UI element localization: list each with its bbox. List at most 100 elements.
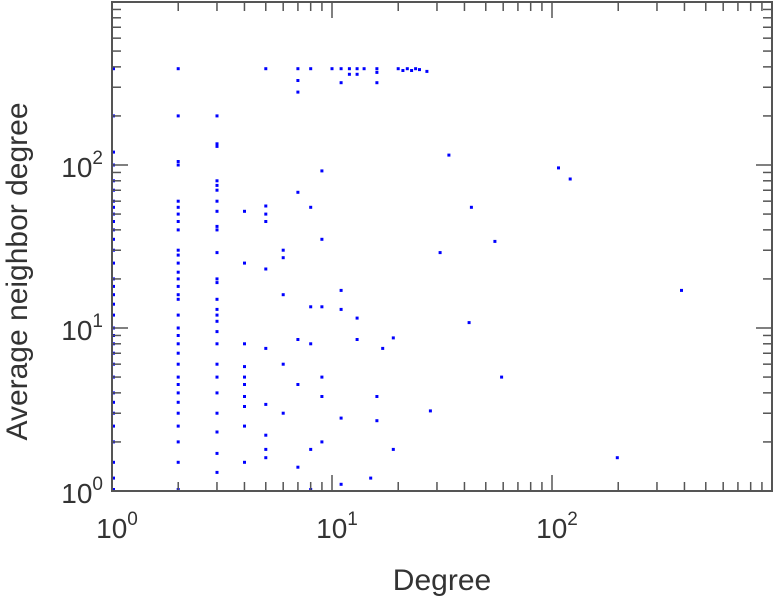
y-axis-ticks (112, 8, 772, 443)
data-point (112, 476, 115, 480)
data-point (381, 346, 385, 350)
data-point (264, 267, 268, 271)
data-point (418, 68, 421, 72)
data-point (339, 288, 343, 292)
y-tick-label: 100 (61, 474, 103, 509)
data-point (309, 447, 313, 451)
data-point (176, 411, 180, 415)
data-point (264, 212, 268, 216)
data-point (428, 409, 432, 413)
data-point (176, 424, 180, 428)
data-point (375, 67, 379, 71)
data-point (112, 302, 115, 306)
data-point (355, 67, 359, 71)
y-tick-label: 101 (61, 311, 103, 346)
data-point (309, 205, 313, 209)
data-point (264, 67, 268, 71)
data-point (112, 400, 115, 404)
data-point (176, 160, 180, 163)
data-point (401, 69, 405, 72)
data-point (215, 224, 219, 228)
data-point (355, 316, 359, 320)
plot-frame (111, 1, 773, 492)
data-point (215, 277, 219, 281)
data-point (680, 288, 683, 292)
data-point (309, 342, 313, 346)
data-point (176, 383, 180, 386)
data-point (176, 248, 180, 252)
data-point (568, 177, 572, 181)
data-point (375, 395, 379, 398)
data-point (112, 460, 115, 464)
data-point (243, 342, 246, 346)
data-point (176, 199, 180, 203)
data-point (112, 261, 115, 265)
data-point (215, 470, 219, 474)
data-point (347, 72, 351, 76)
data-point (339, 482, 343, 486)
data-point (243, 383, 246, 386)
y-axis-title: Average neighbor degree (1, 102, 34, 440)
data-point (215, 362, 219, 366)
data-point (414, 67, 418, 71)
data-point (112, 220, 115, 223)
data-point (215, 199, 219, 203)
data-point (243, 261, 246, 265)
data-point (264, 220, 268, 223)
data-point (264, 204, 268, 208)
data-point (281, 411, 285, 415)
data-point (215, 342, 219, 346)
data-point (112, 67, 115, 71)
data-point (355, 338, 359, 341)
data-point (264, 433, 268, 437)
data-point (425, 69, 429, 73)
data-point (176, 351, 180, 355)
data-point (176, 205, 180, 209)
y-tick-label: 102 (61, 148, 103, 183)
data-point (215, 228, 219, 232)
data-point (176, 261, 180, 265)
data-point (296, 338, 300, 341)
data-point (176, 114, 180, 118)
data-point (112, 237, 115, 241)
data-point (296, 67, 300, 71)
data-point (215, 307, 219, 311)
x-tick-label: 100 (96, 509, 138, 544)
data-point (296, 383, 300, 386)
data-point (215, 411, 219, 415)
data-point (615, 456, 619, 460)
data-point (215, 183, 219, 187)
data-point (176, 391, 180, 395)
data-point (320, 395, 324, 398)
data-point (243, 395, 246, 398)
data-point (176, 220, 180, 223)
data-point (215, 142, 219, 146)
data-point (493, 239, 497, 243)
data-point (355, 72, 359, 76)
data-point (215, 144, 219, 148)
data-point (176, 270, 180, 274)
data-point (320, 305, 324, 309)
y-axis-tick-labels: 100 101 102 (61, 148, 103, 509)
data-point (112, 313, 115, 317)
data-point (176, 67, 180, 71)
data-point (243, 424, 246, 428)
data-point (447, 153, 451, 157)
data-point (243, 209, 246, 213)
data-point (215, 391, 219, 395)
data-point (112, 205, 115, 209)
data-point (112, 293, 115, 297)
data-point (243, 375, 246, 379)
data-point (176, 253, 180, 257)
data-point (296, 79, 300, 82)
data-point (281, 248, 285, 252)
data-point (215, 179, 219, 183)
data-point (215, 114, 219, 118)
data-point (500, 375, 504, 379)
data-point (410, 69, 414, 72)
data-point (215, 281, 219, 285)
data-point (176, 313, 180, 317)
data-point (296, 90, 300, 94)
data-point (176, 228, 180, 232)
